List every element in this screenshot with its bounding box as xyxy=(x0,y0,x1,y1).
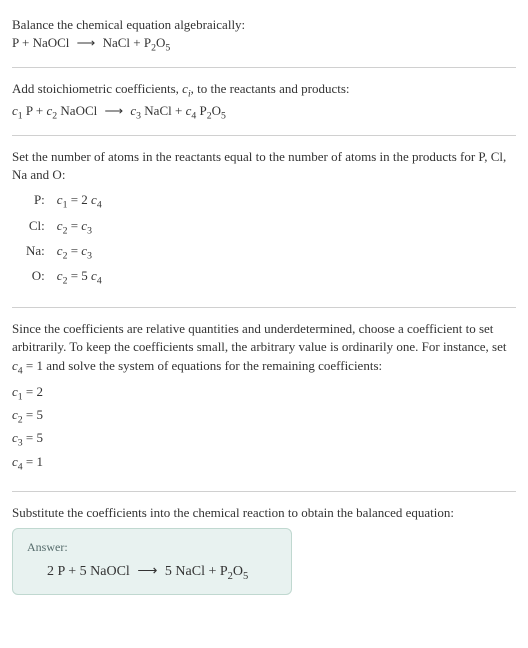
step1-text-a: Add stoichiometric coefficients, xyxy=(12,81,182,96)
intro-equation: P + NaOCl ⟶ NaCl + P2O5 xyxy=(12,34,516,55)
step1-text-b: , to the reactants and products: xyxy=(191,81,350,96)
intro-text: Balance the chemical equation algebraica… xyxy=(12,16,516,34)
o-char-c: O xyxy=(233,564,243,579)
sub-5: 5 xyxy=(165,43,170,54)
atom-row: O:c2 = 5 c4 xyxy=(22,266,106,289)
eq1: = 1 xyxy=(23,358,43,373)
atom-equation: c2 = 5 c4 xyxy=(53,266,106,289)
intro-eq-rhs-a: NaCl + P xyxy=(103,35,152,50)
intro-eq-lhs: P + NaOCl xyxy=(12,35,69,50)
coefficient-row: c2 = 5 xyxy=(12,405,516,428)
answer-rhs-a: 5 NaCl + P xyxy=(165,564,228,579)
atom-balance-table: P:c1 = 2 c4Cl:c2 = c3Na:c2 = c3O:c2 = 5 … xyxy=(20,188,108,291)
divider xyxy=(12,491,516,492)
step3-text: Since the coefficients are relative quan… xyxy=(12,320,516,378)
divider xyxy=(12,135,516,136)
step4-text: Substitute the coefficients into the che… xyxy=(12,504,516,522)
o-char-b: O xyxy=(212,103,221,118)
p3: NaCl + xyxy=(141,103,186,118)
p2: NaOCl xyxy=(57,103,97,118)
atom-equation: c1 = 2 c4 xyxy=(53,190,106,213)
step4-section: Substitute the coefficients into the che… xyxy=(12,496,516,603)
p1: P + xyxy=(23,103,47,118)
coefficient-row: c4 = 1 xyxy=(12,452,516,475)
step1-section: Add stoichiometric coefficients, ci, to … xyxy=(12,72,516,130)
atom-row: Na:c2 = c3 xyxy=(22,241,106,264)
arrow-icon: ⟶ xyxy=(101,103,128,118)
o-char: O xyxy=(156,35,165,50)
coefficient-row: c3 = 5 xyxy=(12,428,516,451)
step3-text-b: and solve the system of equations for th… xyxy=(43,358,382,373)
step1-equation: c1 P + c2 NaOCl ⟶ c3 NaCl + c4 P2O5 xyxy=(12,102,516,123)
answer-equation: 2 P + 5 NaOCl ⟶ 5 NaCl + P2O5 xyxy=(27,562,277,584)
p4: P xyxy=(196,103,206,118)
step1-text: Add stoichiometric coefficients, ci, to … xyxy=(12,80,516,101)
answer-label: Answer: xyxy=(27,539,277,556)
step2-text: Set the number of atoms in the reactants… xyxy=(12,148,516,184)
coefficient-row: c1 = 2 xyxy=(12,382,516,405)
atom-equation: c2 = c3 xyxy=(53,216,106,239)
atom-equation: c2 = c3 xyxy=(53,241,106,264)
intro-section: Balance the chemical equation algebraica… xyxy=(12,8,516,63)
coefficient-list: c1 = 2c2 = 5c3 = 5c4 = 1 xyxy=(12,382,516,475)
atom-row: P:c1 = 2 c4 xyxy=(22,190,106,213)
answer-box: Answer: 2 P + 5 NaOCl ⟶ 5 NaCl + P2O5 xyxy=(12,528,292,595)
answer-lhs: 2 P + 5 NaOCl xyxy=(47,564,130,579)
step3-section: Since the coefficients are relative quan… xyxy=(12,312,516,487)
arrow-icon: ⟶ xyxy=(73,35,100,50)
sub-5b: 5 xyxy=(221,110,226,121)
atom-label: Na: xyxy=(22,241,51,264)
atom-label: P: xyxy=(22,190,51,213)
step2-section: Set the number of atoms in the reactants… xyxy=(12,140,516,303)
atom-label: O: xyxy=(22,266,51,289)
divider xyxy=(12,307,516,308)
sub-5c: 5 xyxy=(243,571,248,582)
step3-text-a: Since the coefficients are relative quan… xyxy=(12,321,507,354)
atom-row: Cl:c2 = c3 xyxy=(22,216,106,239)
divider xyxy=(12,67,516,68)
arrow-icon: ⟶ xyxy=(133,564,161,579)
atom-label: Cl: xyxy=(22,216,51,239)
